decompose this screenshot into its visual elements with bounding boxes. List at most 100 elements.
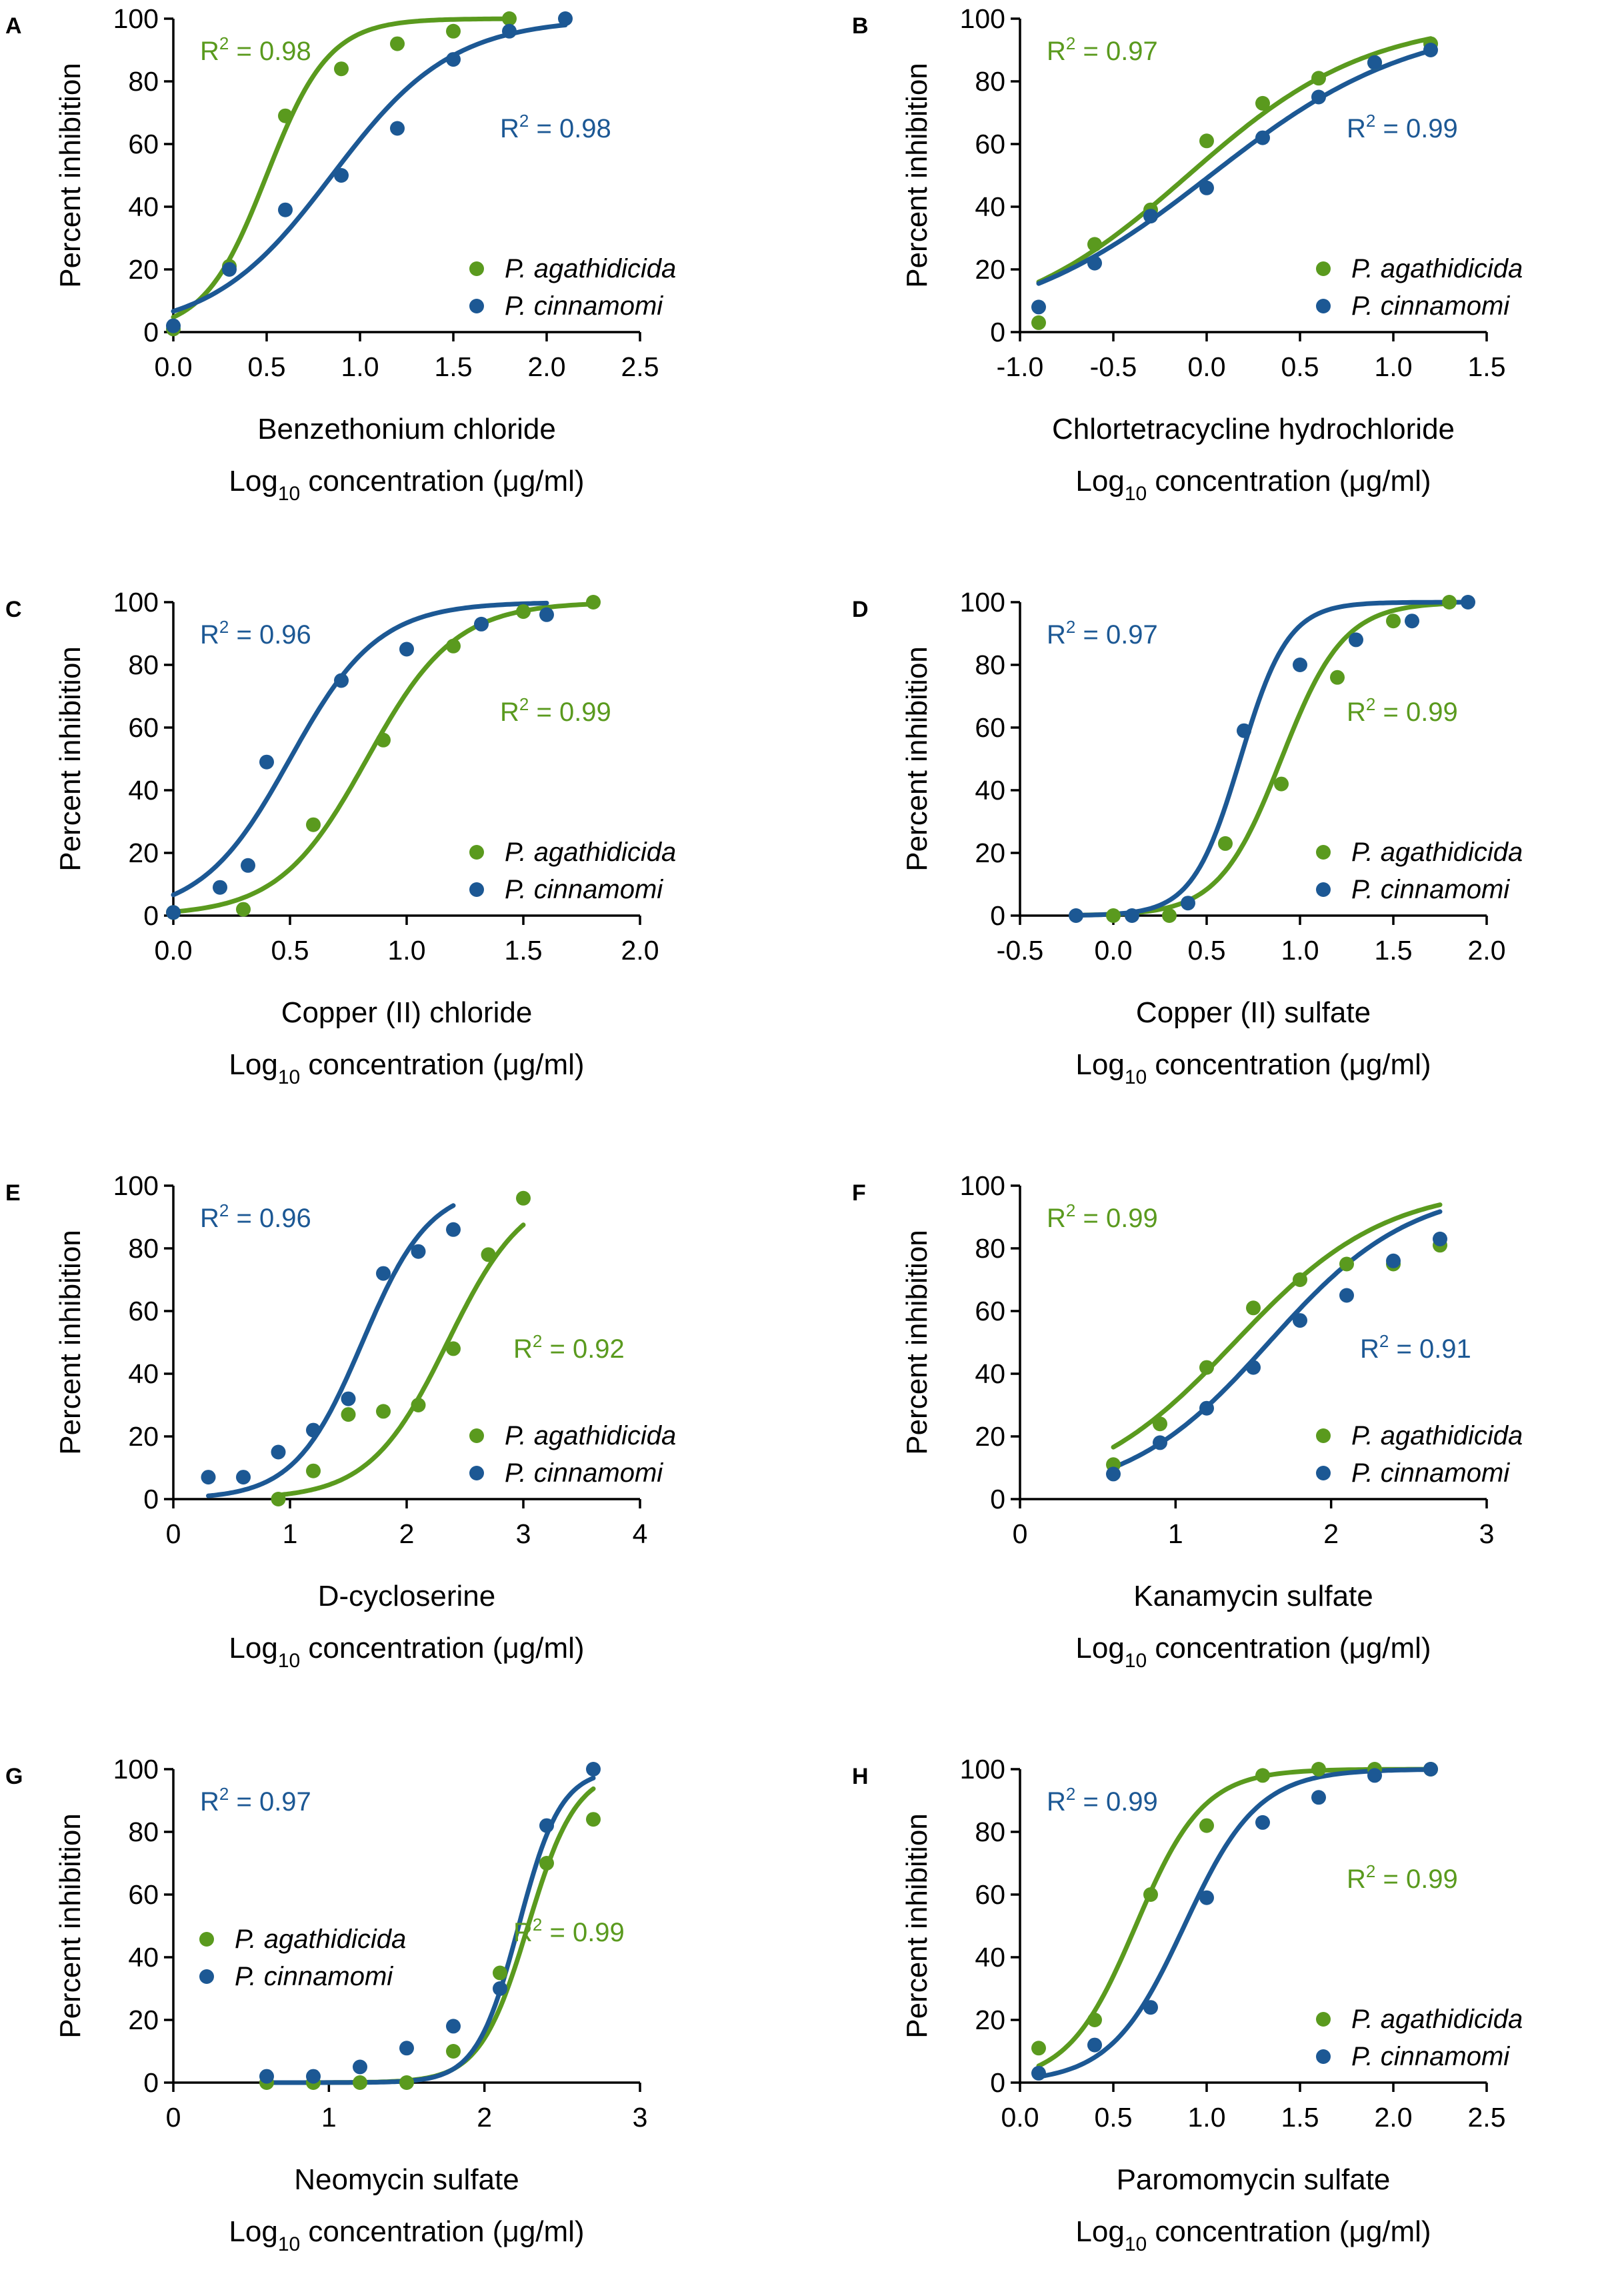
r2-superscript: 2 [1066,1200,1075,1220]
x-axis-unit-label: Log10 concentration (μg/ml) [1075,465,1431,505]
data-point-agathidicida [446,1341,461,1356]
x-tick-label: -1.0 [997,351,1044,382]
r2-superscript: 2 [533,1331,542,1351]
data-point-agathidicida [586,595,601,610]
data-point-cinnamomi [446,52,461,67]
data-point-cinnamomi [1153,1435,1167,1450]
data-point-agathidicida [1274,776,1289,792]
r2-superscript: 2 [519,694,529,714]
r-squared-label: R2 = 0.96 [200,617,311,650]
r2-superscript: 2 [219,33,229,53]
r2-symbol: R [1347,114,1366,143]
data-point-agathidicida [1162,908,1177,923]
panel-b: B 0 20 40 60 80 100 -1.0 -0.5 0.0 0.5 1.0 1.5 Percent… [852,3,1523,505]
x-tick-label: 1.0 [1281,935,1319,966]
y-tick-label: 60 [975,1296,1005,1326]
x-tick-label: 2.0 [1468,935,1506,966]
y-tick-label: 0 [990,900,1005,931]
y-tick-label: 100 [960,587,1005,618]
legend-label: P. agathidicida [235,1925,406,1954]
data-point-cinnamomi [1069,908,1083,923]
y-tick-label: 80 [128,66,159,97]
conc-prefix: Log [229,1048,277,1081]
y-tick-label: 0 [990,2067,1005,2098]
r2-value: = 0.99 [1375,1865,1457,1894]
x-tick-label: 0.5 [1188,935,1226,966]
fit-curve-agathidicida [276,1222,526,1498]
x-tick-label: 2 [1323,1518,1339,1549]
x-axis-title: Copper (II) chloride [281,996,533,1029]
fit-curve-agathidicida [1111,1202,1443,1450]
r2-value: = 0.99 [1075,1787,1157,1817]
r2-superscript: 2 [1066,33,1075,53]
r-squared-label: R2 = 0.98 [500,111,611,143]
data-point-cinnamomi [474,616,489,632]
y-tick-label: 20 [975,838,1005,868]
panel-letter: D [852,597,869,622]
x-axis-title: Copper (II) sulfate [1136,996,1371,1029]
data-point-agathidicida [390,36,405,51]
data-point-agathidicida [1087,2013,1102,2027]
r-squared-label: R2 = 0.99 [1347,1861,1458,1894]
data-point-cinnamomi [1199,1890,1214,1905]
x-axis-unit-label: Log10 concentration (μg/ml) [229,465,584,505]
conc-suffix: concentration (μg/ml) [1147,1632,1431,1664]
data-point-agathidicida [1106,908,1121,923]
data-point-cinnamomi [1087,255,1102,271]
legend-label: P. cinnamomi [1351,291,1510,321]
x-tick-label: 2.0 [621,935,659,966]
data-point-cinnamomi [1087,2037,1102,2053]
r2-value: = 0.99 [529,698,611,727]
fit-curve-cinnamomi [1111,1209,1443,1470]
fit-curve-agathidicida [1073,601,1452,918]
x-axis-title: D-cycloserine [318,1580,496,1612]
y-tick-label: 100 [960,3,1005,34]
conc-subscript: 10 [278,2233,300,2255]
x-tick-label: 0.5 [1095,2102,1133,2133]
conc-subscript: 10 [278,1066,300,1088]
r2-symbol: R [1047,1787,1066,1817]
x-tick-label: 3 [516,1518,531,1549]
data-point-cinnamomi [1255,130,1270,145]
r2-value: = 0.99 [1075,1204,1157,1233]
data-point-agathidicida [1031,315,1046,330]
y-tick-label: 80 [128,1233,159,1264]
data-point-agathidicida [446,638,461,654]
conc-prefix: Log [229,465,277,497]
x-axis-unit-label: Log10 concentration (μg/ml) [229,1632,584,1672]
fit-curve-cinnamomi [264,1775,596,2085]
y-tick-label: 100 [113,3,159,34]
data-point-cinnamomi [399,642,414,657]
r-squared-label: R2 = 0.98 [200,33,311,66]
r-squared-label: R2 = 0.91 [1360,1331,1471,1364]
r2-value: = 0.96 [229,1204,311,1233]
data-point-cinnamomi [166,905,181,920]
data-point-cinnamomi [1311,89,1326,105]
y-tick-label: 20 [128,254,159,285]
x-tick-label: 1.0 [1375,351,1413,382]
panel-letter: C [5,597,22,622]
x-tick-label: 1 [321,2102,337,2133]
panel-a: A 0 20 40 60 80 100 0.0 0.5 1.0 1.5 2.0 2.5 Percent i… [5,3,676,505]
data-point-agathidicida [1330,670,1345,685]
legend-label: P. cinnamomi [1351,875,1510,904]
y-tick-label: 40 [128,1942,159,1973]
data-point-cinnamomi [259,2069,274,2084]
x-tick-label: -0.5 [1090,351,1137,382]
y-tick-label: 40 [975,1942,1005,1973]
y-tick-label: 100 [113,587,159,618]
conc-prefix: Log [229,2215,277,2248]
data-point-cinnamomi [201,1470,216,1485]
fit-curve-cinnamomi [1073,600,1471,918]
y-tick-label: 0 [990,317,1005,347]
conc-prefix: Log [1075,1048,1124,1081]
r2-superscript: 2 [1066,617,1075,637]
data-point-agathidicida [411,1398,426,1412]
y-tick-label: 60 [975,129,1005,159]
data-point-agathidicida [446,2044,461,2059]
fit-curve-cinnamomi [1036,1767,1433,2079]
data-point-agathidicida [236,902,251,917]
y-tick-label: 100 [960,1170,1005,1201]
data-point-agathidicida [1199,1818,1214,1833]
